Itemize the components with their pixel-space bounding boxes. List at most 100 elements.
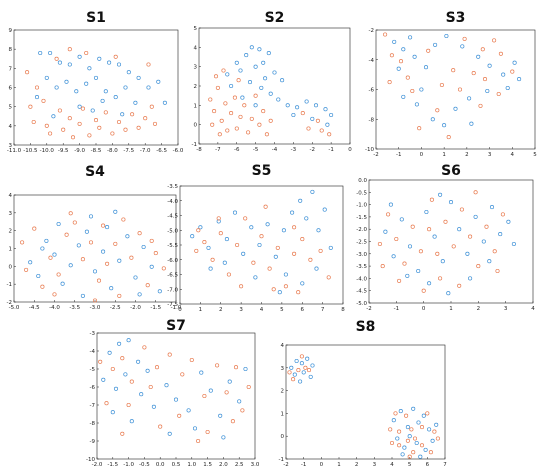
- x-tick-label: 0: [178, 307, 182, 313]
- scatter-point-orange: [64, 232, 69, 237]
- scatter-point-blue: [60, 281, 65, 286]
- y-tick-label: 3: [9, 143, 13, 149]
- y-tick-label: -1: [192, 142, 197, 148]
- plot-frame-6: [368, 179, 534, 304]
- scatter-point-blue: [100, 98, 105, 103]
- y-tick-label: -8: [369, 117, 375, 123]
- y-tick-label: -9: [90, 439, 96, 445]
- x-tick-label: -7.5: [123, 148, 134, 154]
- x-tick-label: 1: [449, 306, 453, 312]
- scatter-point-orange: [103, 110, 108, 115]
- scatter-point-orange: [498, 51, 503, 56]
- scatter-point-orange: [397, 278, 402, 283]
- x-tick-label: -2.0: [130, 305, 141, 311]
- scatter-point-blue: [310, 116, 315, 121]
- scatter-point-blue: [310, 363, 315, 368]
- x-tick-label: -7: [215, 147, 221, 153]
- scatter-point-orange: [129, 255, 134, 260]
- x-tick-label: -1: [396, 152, 401, 158]
- scatter-point-orange: [213, 74, 219, 79]
- scatter-point-orange: [435, 436, 440, 441]
- scatter-point-orange: [80, 106, 85, 111]
- scatter-point-blue: [414, 102, 419, 107]
- scatter-point-orange: [236, 78, 241, 83]
- y-tick-label: -1: [7, 282, 12, 288]
- scatter-point-blue: [247, 80, 253, 85]
- scatter-point-orange: [435, 251, 440, 256]
- scatter-point-orange: [427, 227, 432, 232]
- y-tick-label: -10: [86, 457, 95, 463]
- scatter-point-blue: [277, 290, 282, 295]
- scatter-point-blue: [84, 229, 89, 234]
- scatter-point-blue: [240, 95, 245, 100]
- scatter-point-orange: [417, 126, 422, 131]
- y-tick-label: 0.0: [358, 178, 367, 184]
- x-tick-label: -1: [328, 147, 333, 153]
- scatter-point-orange: [319, 128, 324, 133]
- scatter-point-blue: [137, 292, 142, 297]
- scatter-point-blue: [391, 254, 396, 259]
- scatter-point-blue: [402, 445, 407, 450]
- x-tick-label: -0.5: [139, 462, 150, 468]
- scatter-point-orange: [462, 36, 467, 41]
- scatter-point-orange: [161, 266, 166, 271]
- scatter-point-blue: [51, 114, 56, 119]
- scatter-point-orange: [61, 127, 66, 132]
- y-tick-label: 2: [281, 389, 285, 395]
- scatter-point-blue: [238, 68, 243, 73]
- scatter-point-orange: [113, 54, 118, 59]
- scatter-point-orange: [230, 419, 235, 424]
- scatter-point-blue: [304, 99, 309, 104]
- scatter-point-blue: [473, 214, 478, 219]
- x-tick-label: -10.5: [23, 148, 38, 154]
- scatter-point-blue: [292, 372, 297, 377]
- scatter-point-blue: [68, 263, 73, 268]
- scatter-point-blue: [48, 50, 53, 56]
- scatter-point-orange: [306, 126, 311, 131]
- scatter-point-orange: [40, 284, 45, 289]
- scatter-point-orange: [326, 275, 331, 280]
- scatter-point-blue: [224, 237, 229, 242]
- x-tick-label: 2: [219, 307, 223, 313]
- y-tick-label: -3.5: [356, 264, 367, 270]
- scatter-point-orange: [492, 249, 497, 254]
- scatter-point-orange: [205, 429, 210, 435]
- x-tick-label: 0: [420, 152, 424, 158]
- y-tick-label: -2.5: [356, 240, 367, 246]
- scatter-point-blue: [241, 251, 246, 256]
- scatter-point-blue: [88, 214, 94, 219]
- scatter-point-blue: [433, 42, 438, 47]
- x-tick-label: 3: [488, 152, 492, 158]
- x-tick-label: -7.0: [140, 148, 151, 154]
- x-tick-label: -2.5: [110, 305, 121, 311]
- x-tick-label: 0: [422, 306, 426, 312]
- scatter-point-blue: [80, 293, 85, 298]
- y-tick-label: 0: [281, 434, 285, 440]
- scatter-point-blue: [107, 350, 112, 355]
- scatter-point-orange: [451, 244, 456, 249]
- scatter-point-orange: [428, 450, 433, 455]
- scatter-point-orange: [267, 266, 272, 271]
- plot-frame-7: [96, 332, 256, 460]
- scatter-point-blue: [300, 281, 305, 286]
- x-tick-label: 2.0: [219, 462, 228, 468]
- scatter-point-orange: [275, 245, 280, 250]
- y-tick-label: 0: [194, 123, 198, 129]
- x-tick-label: 1.5: [203, 462, 212, 468]
- scatter-point-orange: [25, 70, 30, 75]
- scatter-point-orange: [232, 95, 237, 100]
- scatter-point-orange: [380, 264, 385, 269]
- scatter-point-orange: [393, 411, 398, 416]
- scatter-point-blue: [253, 64, 258, 69]
- scatter-point-blue: [481, 239, 486, 244]
- scatter-point-orange: [492, 38, 497, 43]
- scatter-point-orange: [496, 91, 501, 97]
- scatter-point-orange: [397, 443, 402, 448]
- scatter-point-blue: [469, 121, 474, 126]
- scatter-point-orange: [435, 108, 440, 113]
- x-tick-label: -3.5: [69, 305, 80, 311]
- scatter-point-blue: [257, 242, 262, 248]
- scatter-point-orange: [104, 401, 109, 406]
- scatter-point-orange: [20, 240, 25, 245]
